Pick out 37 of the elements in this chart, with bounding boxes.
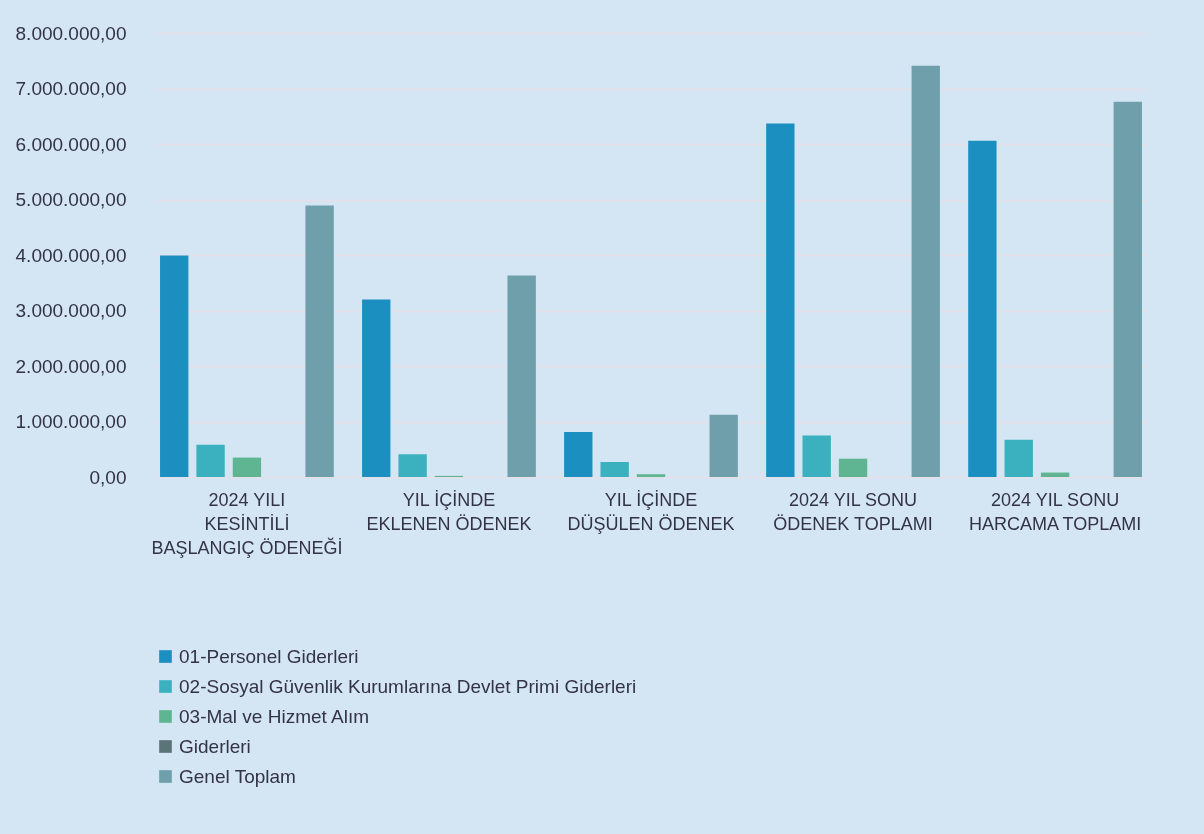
bar xyxy=(564,432,593,477)
bar xyxy=(362,299,391,477)
bar xyxy=(1004,439,1033,477)
bar xyxy=(398,454,427,477)
bar xyxy=(766,123,795,477)
bar xyxy=(232,457,262,477)
legend-label: 01-Personel Giderleri xyxy=(179,645,359,667)
y-tick-label: 4.000.000,00 xyxy=(15,244,127,266)
bar xyxy=(507,275,536,477)
x-tick-label: YIL İÇİNDE DÜŞÜLEN ÖDENEK xyxy=(567,489,735,534)
x-tick-label: 2024 YIL SONU ÖDENEK TOPLAMI xyxy=(773,489,933,534)
bar xyxy=(600,462,629,477)
y-tick-label: 0,00 xyxy=(89,466,127,488)
bar xyxy=(196,444,225,477)
legend-label: 03-Mal ve Hizmet Alım xyxy=(179,705,370,727)
y-tick-label: 5.000.000,00 xyxy=(15,189,127,210)
x-tick-label: YIL İÇİNDE EKLENEN ÖDENEK xyxy=(366,489,532,534)
y-tick-label: 6.000.000,00 xyxy=(15,133,127,155)
bar xyxy=(1113,101,1142,477)
bar xyxy=(305,205,334,477)
y-tick-label: 1.000.000,00 xyxy=(15,411,127,432)
legend-label: 02-Sosyal Güvenlik Kurumlarına Devlet Primi Giderleri xyxy=(179,675,637,697)
bar xyxy=(968,140,997,477)
bar xyxy=(838,458,868,477)
bar xyxy=(802,435,831,477)
legend-label: Genel Toplam xyxy=(179,765,296,787)
bar xyxy=(709,414,738,477)
bar xyxy=(160,255,189,477)
legend-label: Giderleri xyxy=(179,735,251,757)
x-tick-label: 2024 YIL SONU HARCAMA TOPLAMI xyxy=(968,489,1142,534)
y-tick-label: 8.000.000,00 xyxy=(15,22,127,44)
bar xyxy=(911,65,940,477)
y-tick-label: 7.000.000,00 xyxy=(15,78,127,99)
y-tick-label: 3.000.000,00 xyxy=(15,300,127,321)
x-tick-label: 2024 YILI KESİNTİLİ BAŞLANGIÇ ÖDENEĞİ xyxy=(151,489,343,558)
y-tick-label: 2.000.000,00 xyxy=(15,355,127,377)
bar xyxy=(636,474,666,477)
